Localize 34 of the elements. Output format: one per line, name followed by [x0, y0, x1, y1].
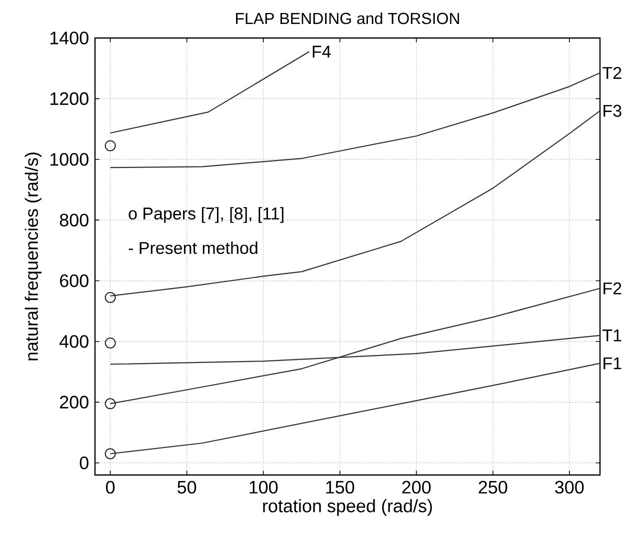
x-tick-label: 50 — [178, 480, 196, 494]
chart-title: FLAP BENDING and TORSION — [236, 12, 459, 24]
y-tick-label: 1200 — [50, 92, 88, 106]
x-axis-title: rotation speed (rad/s) — [263, 499, 432, 516]
x-tick-label: 300 — [555, 480, 584, 494]
line-series — [110, 110, 601, 296]
series-label: T1 — [602, 330, 622, 342]
annotation: o Papers [7], [8], [11] — [128, 207, 284, 223]
y-tick-label: 400 — [60, 335, 88, 348]
point — [104, 448, 116, 460]
point — [104, 398, 116, 410]
y-tick-label: 600 — [60, 274, 88, 288]
y-tick-label: 0 — [80, 456, 88, 470]
x-tick-label: 200 — [402, 480, 431, 494]
point — [104, 337, 116, 348]
x-tick-label: 150 — [326, 480, 354, 494]
series-label: T2 — [602, 66, 622, 79]
x-tick-label: 250 — [478, 480, 508, 494]
series-label: F3 — [604, 104, 622, 117]
y-tick-label: 1400 — [50, 32, 88, 44]
point — [104, 292, 116, 303]
annotation: - Present method — [128, 242, 258, 254]
y-tick-label: 1000 — [50, 153, 88, 166]
y-tick-label: 200 — [60, 396, 88, 409]
line-series — [110, 288, 601, 404]
series-label: F4 — [312, 46, 331, 58]
x-tick-label: 0 — [106, 480, 115, 494]
y-tick-label: 800 — [60, 214, 88, 226]
y-axis-title: natural frequencies (rad/s) — [24, 152, 42, 360]
point — [104, 140, 116, 152]
x-tick-label: 100 — [250, 480, 278, 494]
line-series — [110, 72, 601, 168]
series-label: F2 — [604, 282, 622, 294]
series-label: F1 — [604, 357, 622, 370]
